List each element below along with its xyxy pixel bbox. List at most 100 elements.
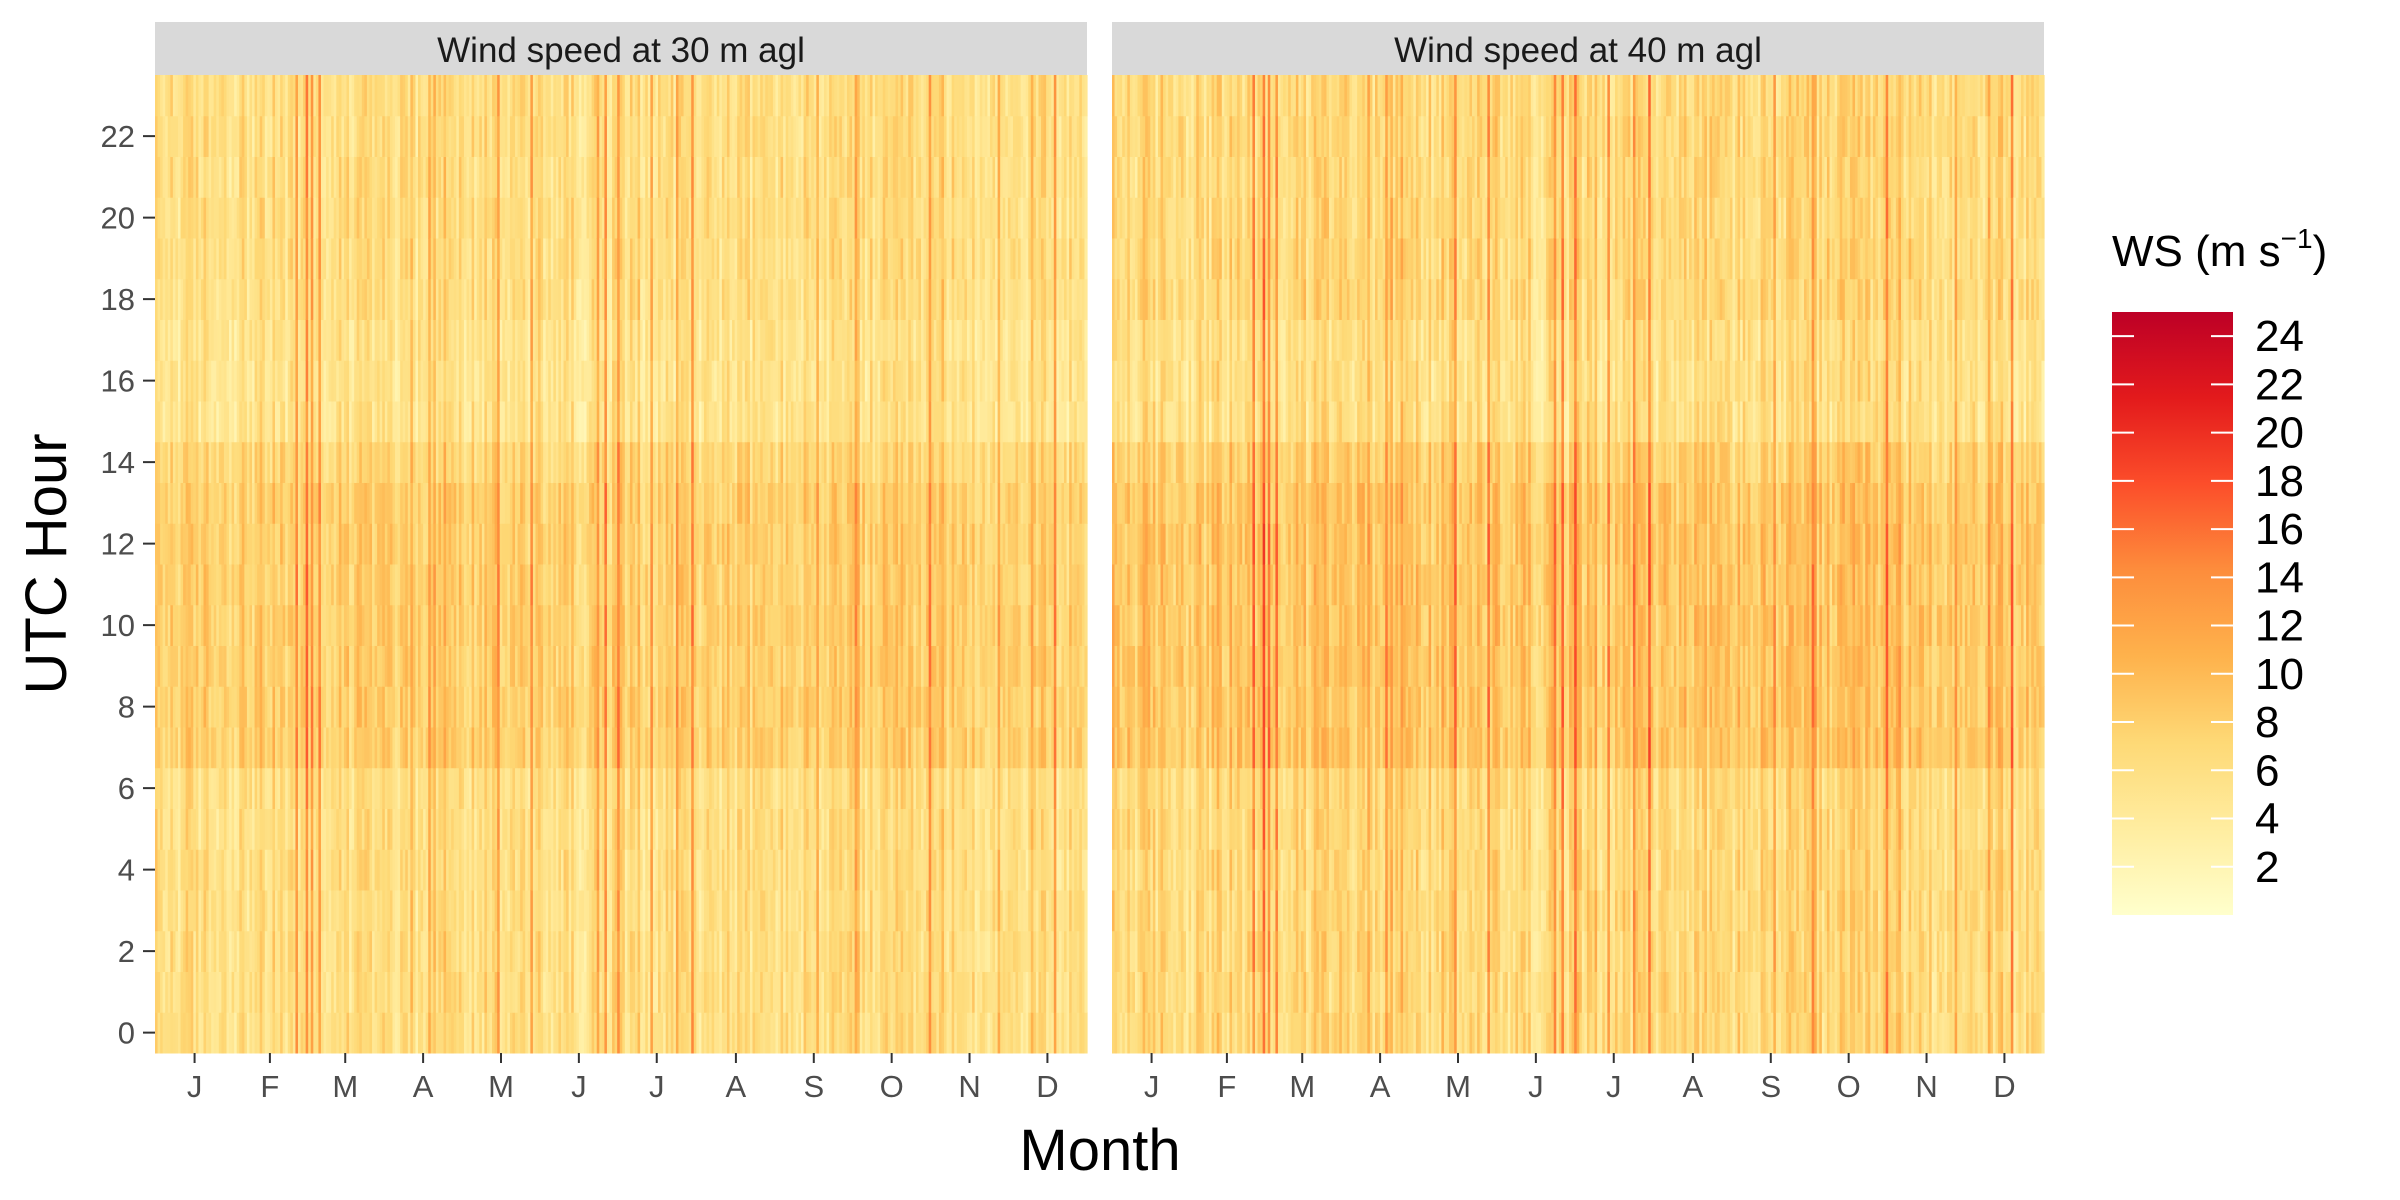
heatmap-cell	[320, 482, 325, 524]
heatmap-cell	[259, 808, 263, 850]
heatmap-cell	[203, 401, 207, 443]
heatmap-cell	[188, 278, 192, 320]
heatmap-cell	[257, 767, 261, 809]
heatmap-cell	[183, 604, 187, 646]
heatmap-cell	[262, 319, 266, 361]
heatmap-cell	[157, 278, 161, 320]
heatmap-cell	[218, 645, 222, 687]
heatmap-cell	[221, 360, 225, 402]
heatmap-cell	[285, 849, 289, 891]
heatmap-cell	[246, 482, 251, 524]
heatmap-cell	[165, 197, 169, 239]
heatmap-cell	[231, 156, 235, 198]
heatmap-cell	[213, 564, 217, 606]
heatmap-cell	[254, 360, 258, 402]
heatmap-cell	[272, 441, 276, 483]
heatmap-cell	[254, 75, 258, 117]
heatmap-cell	[165, 808, 169, 850]
heatmap-cell	[295, 604, 299, 646]
heatmap-cell	[206, 686, 210, 728]
heatmap-cell	[226, 238, 230, 280]
heatmap-cell	[155, 727, 159, 769]
heatmap-cell	[323, 238, 327, 280]
heatmap-cell	[177, 767, 182, 809]
heatmap-cell	[275, 482, 279, 524]
heatmap-cell	[185, 441, 189, 483]
heatmap-cell	[190, 890, 194, 932]
heatmap-cell	[200, 482, 205, 524]
heatmap-cell	[323, 1012, 327, 1054]
heatmap-cell	[211, 727, 215, 769]
heatmap-cell	[280, 523, 284, 565]
heatmap-cell	[277, 808, 281, 850]
heatmap-cell	[165, 930, 169, 972]
heatmap-cell	[200, 238, 205, 280]
heatmap-cell	[272, 238, 276, 280]
heatmap-cell	[180, 849, 184, 891]
heatmap-cell	[303, 727, 307, 769]
heatmap-cell	[162, 971, 166, 1013]
heatmap-cell	[170, 971, 174, 1013]
heatmap-cell	[239, 930, 243, 972]
heatmap-cell	[198, 727, 202, 769]
heatmap-cell	[249, 727, 253, 769]
heatmap-cell	[183, 890, 187, 932]
heatmap-cell	[155, 645, 159, 687]
heatmap-cell	[157, 523, 161, 565]
heatmap-cell	[211, 808, 215, 850]
heatmap-cell	[185, 482, 189, 524]
heatmap-cell	[175, 482, 179, 524]
heatmap-cell	[310, 930, 314, 972]
heatmap-cell	[226, 727, 230, 769]
heatmap-cell	[170, 319, 174, 361]
heatmap-cell	[295, 360, 299, 402]
heatmap-cell	[160, 604, 164, 646]
heatmap-cell	[183, 441, 187, 483]
heatmap-cell	[157, 645, 161, 687]
heatmap-cell	[297, 564, 302, 606]
heatmap-cell	[160, 156, 164, 198]
heatmap-cell	[259, 75, 263, 117]
heatmap-cell	[218, 767, 222, 809]
heatmap-cell	[313, 75, 317, 117]
heatmap-cell	[170, 523, 174, 565]
heatmap-cell	[155, 238, 159, 280]
heatmap-cell	[177, 401, 182, 443]
heatmap-cell	[252, 686, 256, 728]
heatmap-cell	[323, 645, 327, 687]
heatmap-cell	[282, 767, 286, 809]
heatmap-cell	[160, 564, 164, 606]
heatmap-cell	[195, 767, 199, 809]
heatmap-cell	[160, 482, 164, 524]
heatmap-cell	[234, 686, 238, 728]
heatmap-cell	[236, 278, 240, 320]
heatmap-cell	[275, 278, 279, 320]
heatmap-cell	[262, 115, 266, 157]
heatmap-cell	[323, 319, 327, 361]
heatmap-cell	[208, 1012, 212, 1054]
heatmap-cell	[305, 890, 309, 932]
heatmap-cell	[269, 971, 274, 1013]
heatmap-cell	[318, 564, 322, 606]
heatmap-cell	[216, 238, 220, 280]
heatmap-cell	[259, 1012, 263, 1054]
heatmap-cell	[216, 564, 220, 606]
heatmap-cell	[183, 75, 187, 117]
heatmap-cell	[239, 441, 243, 483]
heatmap-cell	[208, 360, 212, 402]
heatmap-cell	[203, 482, 207, 524]
heatmap-cell	[190, 1012, 194, 1054]
heatmap-cell	[262, 890, 266, 932]
heatmap-cell	[254, 278, 258, 320]
heatmap-cell	[244, 482, 248, 524]
heatmap-cell	[198, 849, 202, 891]
heatmap-cell	[170, 564, 174, 606]
heatmap-cell	[195, 971, 199, 1013]
heatmap-cell	[226, 930, 230, 972]
heatmap-cell	[175, 930, 179, 972]
heatmap-cell	[252, 156, 256, 198]
heatmap-cell	[211, 890, 215, 932]
heatmap-cell	[282, 808, 286, 850]
heatmap-cell	[252, 197, 256, 239]
heatmap-cell	[249, 238, 253, 280]
